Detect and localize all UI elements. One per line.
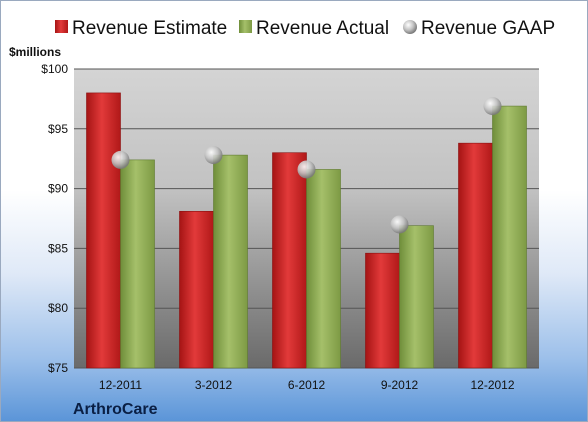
bars — [86, 92, 527, 369]
y-axis-unit-label: $millions — [9, 45, 61, 59]
bar-estimate — [179, 211, 214, 369]
bar-estimate — [272, 152, 307, 369]
legend-label-gaap: Revenue GAAP — [421, 18, 555, 39]
y-axis-ticks: $75 $80 $85 $90 $95 $100 — [41, 62, 68, 375]
x-tick-label: 6-2012 — [288, 378, 326, 392]
y-tick-label: $75 — [48, 361, 68, 375]
gaap-point — [483, 97, 502, 116]
bar-estimate — [365, 252, 400, 369]
x-tick-label: 12-2012 — [470, 378, 514, 392]
bar-actual — [492, 105, 527, 369]
gaap-point — [297, 160, 316, 179]
legend: Revenue Estimate Revenue Actual Revenue … — [55, 18, 555, 39]
legend-label-actual: Revenue Actual — [256, 18, 389, 39]
legend-label-estimate: Revenue Estimate — [72, 18, 227, 39]
y-tick-label: $90 — [48, 182, 68, 196]
bar-actual — [213, 154, 248, 369]
y-tick-label: $85 — [48, 241, 68, 255]
x-axis-ticks: 12-2011 3-2012 6-2012 9-2012 12-2012 — [99, 378, 515, 392]
legend-swatch-estimate — [55, 20, 68, 33]
legend-swatch-actual — [239, 20, 252, 33]
bar-actual — [306, 169, 341, 369]
bar-estimate — [458, 142, 493, 369]
company-name: ArthroCare — [73, 401, 158, 418]
bar-estimate — [86, 92, 121, 369]
bar-actual — [399, 225, 434, 369]
legend-marker-gaap — [403, 20, 417, 34]
y-tick-label: $80 — [48, 301, 68, 315]
gaap-markers — [111, 97, 502, 234]
gaap-point — [390, 215, 409, 234]
x-tick-label: 3-2012 — [195, 378, 233, 392]
bar-actual — [120, 159, 155, 369]
gaap-point — [204, 146, 223, 165]
y-tick-label: $100 — [41, 62, 68, 76]
gaap-point — [111, 150, 130, 169]
x-tick-label: 9-2012 — [381, 378, 419, 392]
x-tick-label: 12-2011 — [99, 378, 142, 392]
y-tick-label: $95 — [48, 122, 68, 136]
